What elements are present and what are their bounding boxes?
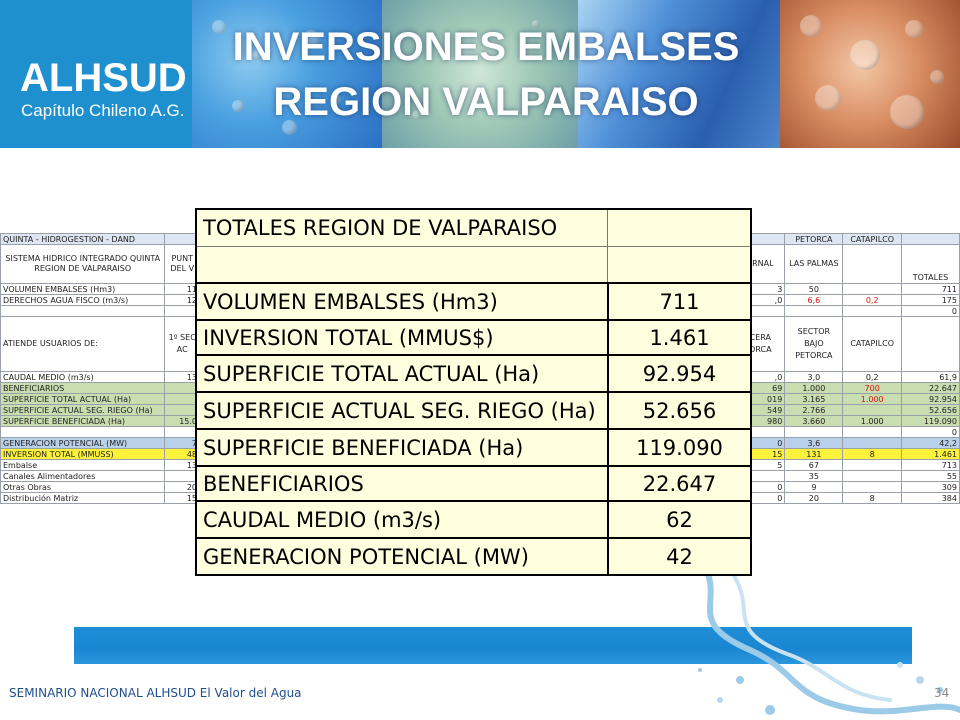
sheet-title: QUINTA - HIDROGESTION - DAND xyxy=(0,233,166,245)
logo-panel: ALHSUD Capítulo Chileno A.G. xyxy=(0,0,192,148)
page-number: 34 xyxy=(934,686,950,700)
summary-label: INVERSION TOTAL (MMUS$) xyxy=(203,325,494,350)
water-drops-photo-blue xyxy=(192,0,382,148)
summary-row: SUPERFICIE ACTUAL SEG. RIEGO (Ha) 52.656 xyxy=(197,393,750,430)
col-petorca: PETORCA xyxy=(784,233,844,245)
summary-label: SUPERFICIE ACTUAL SEG. RIEGO (Ha) xyxy=(203,398,596,423)
slide-title-line1: INVERSIONES EMBALSES xyxy=(232,25,740,69)
summary-title-row: TOTALES REGION DE VALPARAISO xyxy=(197,210,750,247)
summary-value: 22.647 xyxy=(607,467,750,500)
summary-row: BENEFICIARIOS 22.647 xyxy=(197,467,750,502)
summary-value: 92.954 xyxy=(607,356,750,391)
footer-text: SEMINARIO NACIONAL ALHSUD El Valor del A… xyxy=(9,686,302,700)
summary-row: SUPERFICIE BENEFICIADA (Ha) 119.090 xyxy=(197,430,750,467)
summary-row: GENERACION POTENCIAL (MW) 42 xyxy=(197,539,750,574)
summary-label: GENERACION POTENCIAL (MW) xyxy=(203,544,529,569)
water-wave-photo xyxy=(578,0,780,148)
summary-table: TOTALES REGION DE VALPARAISO VOLUMEN EMB… xyxy=(195,208,752,576)
leaf-photo xyxy=(382,0,578,148)
summary-label: VOLUMEN EMBALSES (Hm3) xyxy=(203,289,498,314)
water-splash-graphic xyxy=(697,560,960,715)
summary-value: 1.461 xyxy=(607,321,750,354)
header-banner: ALHSUD Capítulo Chileno A.G. INVERSIONES… xyxy=(0,0,960,148)
copper-drops-photo xyxy=(780,0,960,148)
summary-row: CAUDAL MEDIO (m3/s) 62 xyxy=(197,502,750,539)
summary-label: SUPERFICIE TOTAL ACTUAL (Ha) xyxy=(203,361,540,386)
summary-row: SUPERFICIE TOTAL ACTUAL (Ha) 92.954 xyxy=(197,356,750,393)
summary-title: TOTALES REGION DE VALPARAISO xyxy=(203,216,558,240)
summary-value: 52.656 xyxy=(607,393,750,428)
summary-value: 119.090 xyxy=(607,430,750,465)
logo-wordmark: ALHSUD xyxy=(20,56,187,100)
summary-value: 62 xyxy=(607,502,750,537)
atiende-label: ATIENDE USUARIOS DE: xyxy=(0,316,166,372)
slide-title-line2: REGION VALPARAISO xyxy=(273,80,699,124)
head-totales: TOTALES xyxy=(900,244,960,284)
summary-label: SUPERFICIE BENEFICIADA (Ha) xyxy=(203,435,524,460)
head-las-palmas: LAS PALMAS xyxy=(784,244,844,284)
summary-label: BENEFICIARIOS xyxy=(203,471,364,496)
head-sistema: SISTEMA HIDRICO INTEGRADO QUINTA REGION … xyxy=(0,244,166,284)
summary-value: 42 xyxy=(607,539,750,574)
logo-subtitle: Capítulo Chileno A.G. xyxy=(21,101,185,120)
summary-blank-row xyxy=(197,247,750,284)
summary-row: VOLUMEN EMBALSES (Hm3) 711 xyxy=(197,284,750,321)
summary-label: CAUDAL MEDIO (m3/s) xyxy=(203,507,442,532)
col-catapilco: CATAPILCO xyxy=(842,233,902,245)
summary-value: 711 xyxy=(607,284,750,319)
summary-row: INVERSION TOTAL (MMUS$) 1.461 xyxy=(197,321,750,356)
